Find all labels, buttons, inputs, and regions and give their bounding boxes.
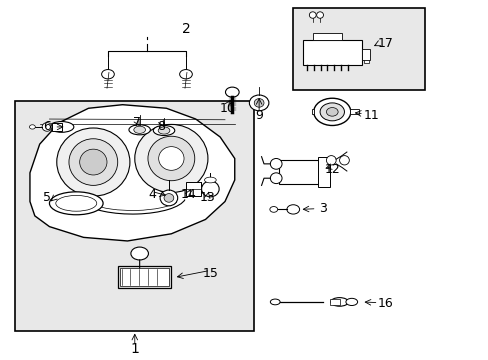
Bar — [293, 8, 424, 90]
Bar — [349, 109, 358, 114]
Ellipse shape — [102, 69, 114, 79]
Ellipse shape — [313, 98, 350, 126]
Text: 14: 14 — [180, 188, 196, 201]
Text: 6: 6 — [43, 120, 51, 133]
Text: 2: 2 — [181, 22, 190, 36]
Ellipse shape — [270, 158, 282, 169]
Ellipse shape — [316, 12, 323, 18]
Ellipse shape — [49, 122, 74, 132]
Ellipse shape — [309, 12, 316, 18]
Ellipse shape — [135, 125, 207, 193]
Ellipse shape — [69, 139, 118, 185]
Ellipse shape — [326, 108, 337, 116]
Ellipse shape — [153, 126, 174, 135]
Ellipse shape — [134, 126, 145, 134]
Bar — [329, 299, 339, 305]
Ellipse shape — [320, 103, 344, 121]
Text: 5: 5 — [43, 192, 51, 204]
Bar — [311, 109, 313, 114]
Ellipse shape — [163, 194, 173, 202]
Ellipse shape — [42, 123, 52, 131]
Text: 3: 3 — [318, 202, 326, 215]
Ellipse shape — [270, 173, 282, 184]
Ellipse shape — [129, 125, 150, 135]
Ellipse shape — [326, 156, 335, 165]
Bar — [15, 101, 254, 330]
Ellipse shape — [80, 149, 107, 175]
Bar — [312, 33, 341, 40]
Ellipse shape — [204, 177, 216, 183]
Ellipse shape — [158, 127, 169, 134]
Text: 11: 11 — [363, 109, 378, 122]
Ellipse shape — [148, 136, 194, 181]
Bar — [52, 123, 61, 131]
Text: 12: 12 — [324, 163, 340, 176]
Text: 13: 13 — [200, 192, 215, 204]
Ellipse shape — [254, 99, 264, 107]
Ellipse shape — [269, 207, 277, 212]
Ellipse shape — [225, 87, 239, 97]
Bar — [278, 160, 322, 184]
Bar — [317, 157, 329, 187]
Bar — [118, 266, 171, 288]
Text: 17: 17 — [377, 37, 393, 50]
Text: 16: 16 — [377, 297, 393, 310]
Ellipse shape — [131, 247, 148, 260]
Polygon shape — [30, 105, 234, 241]
Text: 4: 4 — [147, 188, 156, 201]
Ellipse shape — [270, 299, 280, 305]
Ellipse shape — [201, 181, 219, 197]
Bar — [363, 60, 368, 63]
Ellipse shape — [330, 298, 347, 306]
Ellipse shape — [49, 192, 103, 215]
Bar — [120, 268, 168, 286]
Ellipse shape — [56, 195, 97, 211]
Ellipse shape — [29, 125, 35, 129]
Bar — [185, 182, 200, 196]
Text: 7: 7 — [133, 116, 141, 129]
Text: 9: 9 — [255, 109, 263, 122]
Ellipse shape — [57, 128, 130, 196]
Ellipse shape — [249, 95, 268, 111]
Text: 10: 10 — [219, 102, 235, 115]
Ellipse shape — [286, 205, 299, 214]
Ellipse shape — [345, 298, 357, 306]
Ellipse shape — [339, 156, 348, 165]
Ellipse shape — [158, 147, 183, 170]
Text: 15: 15 — [202, 267, 218, 280]
Text: 8: 8 — [157, 120, 165, 133]
Bar — [361, 49, 369, 60]
Ellipse shape — [160, 190, 177, 206]
Bar — [303, 40, 361, 65]
Text: 1: 1 — [130, 342, 139, 356]
Ellipse shape — [179, 69, 192, 79]
